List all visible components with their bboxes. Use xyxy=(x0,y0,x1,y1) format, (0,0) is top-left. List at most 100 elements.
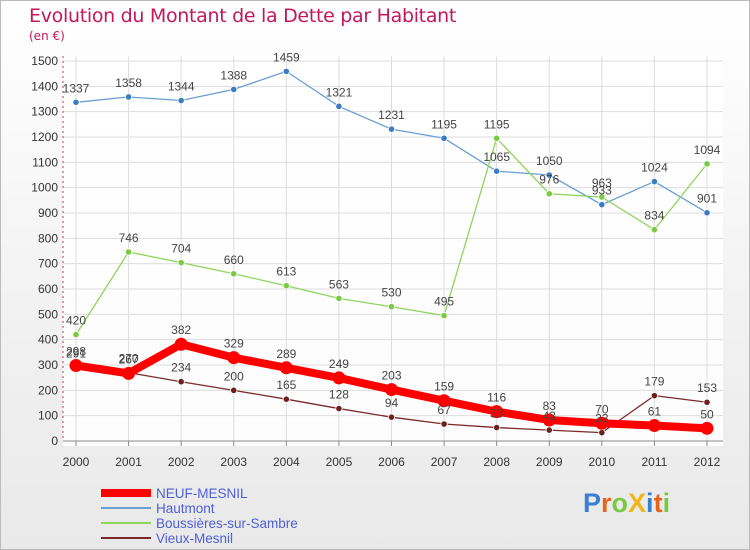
logo-letter: t xyxy=(653,488,663,518)
legend-label: Vieux-Mesnil xyxy=(156,531,234,546)
proxiti-logo: ProXiti xyxy=(583,488,670,519)
data-label: 249 xyxy=(329,357,349,371)
data-label: 33 xyxy=(595,412,609,426)
y-tick-label: 200 xyxy=(38,383,58,397)
data-label: 660 xyxy=(224,253,244,267)
data-point xyxy=(493,134,501,142)
data-label: 1050 xyxy=(536,154,563,168)
x-tick-label: 2007 xyxy=(431,455,458,469)
data-label: 53 xyxy=(490,407,504,421)
data-point xyxy=(440,134,448,142)
data-point xyxy=(230,386,238,394)
y-tick-label: 1500 xyxy=(31,54,58,68)
y-tick-label: 900 xyxy=(38,206,58,220)
legend-swatch xyxy=(101,522,151,524)
data-point xyxy=(700,421,714,435)
data-point xyxy=(437,394,451,408)
data-label: 128 xyxy=(329,388,349,402)
data-label: 203 xyxy=(381,369,401,383)
data-label: 1065 xyxy=(483,150,510,164)
data-point xyxy=(335,102,343,110)
y-tick-label: 300 xyxy=(38,358,58,372)
data-label: 613 xyxy=(276,265,296,279)
data-point xyxy=(647,419,661,433)
y-tick-label: 1300 xyxy=(31,105,58,119)
data-label: 165 xyxy=(276,378,296,392)
legend-item: Vieux-Mesnil xyxy=(101,531,401,546)
data-label: 159 xyxy=(434,380,454,394)
data-label: 933 xyxy=(592,184,612,198)
x-tick-label: 2000 xyxy=(63,455,90,469)
data-point xyxy=(227,351,241,365)
data-point xyxy=(545,171,553,179)
legend-label: Boussières-sur-Sambre xyxy=(156,516,298,531)
data-point xyxy=(650,226,659,234)
data-point xyxy=(387,303,396,311)
logo-letter: X xyxy=(628,488,647,518)
data-point xyxy=(703,209,711,217)
data-label: 963 xyxy=(592,176,612,190)
data-point xyxy=(124,248,133,256)
data-label: 1195 xyxy=(431,117,457,131)
x-tick-label: 2004 xyxy=(273,455,300,469)
data-point xyxy=(332,371,346,385)
legend-item: Boussières-sur-Sambre xyxy=(101,516,401,531)
series-neuf-mesnil xyxy=(69,337,714,435)
logo-letter: P xyxy=(583,488,602,518)
series-boussi-res-sur-sambre xyxy=(72,134,711,339)
data-label: 1231 xyxy=(378,108,405,122)
legend-item: Hautmont xyxy=(101,501,401,516)
legend-label: NEUF-MESNIL xyxy=(156,486,248,501)
logo-letter: o xyxy=(611,488,629,518)
data-point xyxy=(545,190,553,198)
logo-letter: r xyxy=(601,488,612,518)
x-tick-label: 2009 xyxy=(536,455,563,469)
data-label: 746 xyxy=(119,231,139,245)
data-label: 901 xyxy=(697,192,717,206)
data-label: 1358 xyxy=(115,76,142,90)
data-point xyxy=(230,85,238,93)
data-point xyxy=(595,416,609,430)
data-point xyxy=(440,420,448,428)
x-tick-label: 2002 xyxy=(168,455,195,469)
y-tick-label: 100 xyxy=(38,409,58,423)
data-label: 289 xyxy=(276,347,296,361)
data-point xyxy=(282,282,290,290)
data-label: 116 xyxy=(487,391,506,405)
y-tick-label: 1000 xyxy=(31,181,58,195)
y-tick-label: 400 xyxy=(38,333,58,347)
data-label: 153 xyxy=(697,381,717,395)
data-point xyxy=(440,311,448,320)
data-label: 83 xyxy=(543,399,557,413)
y-tick-label: 0 xyxy=(51,434,58,448)
x-tick-label: 2003 xyxy=(220,455,247,469)
legend-swatch xyxy=(101,537,151,539)
chart-title: Evolution du Montant de la Dette par Hab… xyxy=(29,5,457,27)
y-tick-label: 1100 xyxy=(32,155,58,169)
legend-item: NEUF-MESNIL xyxy=(101,486,401,501)
data-label: 382 xyxy=(171,323,191,337)
data-point xyxy=(122,366,136,380)
y-tick-label: 500 xyxy=(38,307,58,321)
data-point xyxy=(387,125,396,133)
y-tick-label: 800 xyxy=(38,231,58,245)
data-point xyxy=(493,423,501,432)
data-point xyxy=(177,378,185,386)
data-point xyxy=(598,429,606,437)
data-point xyxy=(230,270,238,278)
data-point xyxy=(650,392,659,400)
data-point xyxy=(387,413,396,421)
data-label: 179 xyxy=(644,375,664,389)
data-point xyxy=(490,405,504,419)
data-label: 94 xyxy=(385,396,399,410)
data-label: 563 xyxy=(329,277,349,291)
data-point xyxy=(177,259,185,267)
data-label: 1094 xyxy=(694,143,721,157)
data-label: 67 xyxy=(437,403,451,417)
data-point xyxy=(72,98,80,106)
logo-letter: i xyxy=(662,488,671,518)
data-label: 1337 xyxy=(63,81,90,95)
data-label: 1321 xyxy=(326,85,353,99)
data-label: 200 xyxy=(224,369,244,383)
